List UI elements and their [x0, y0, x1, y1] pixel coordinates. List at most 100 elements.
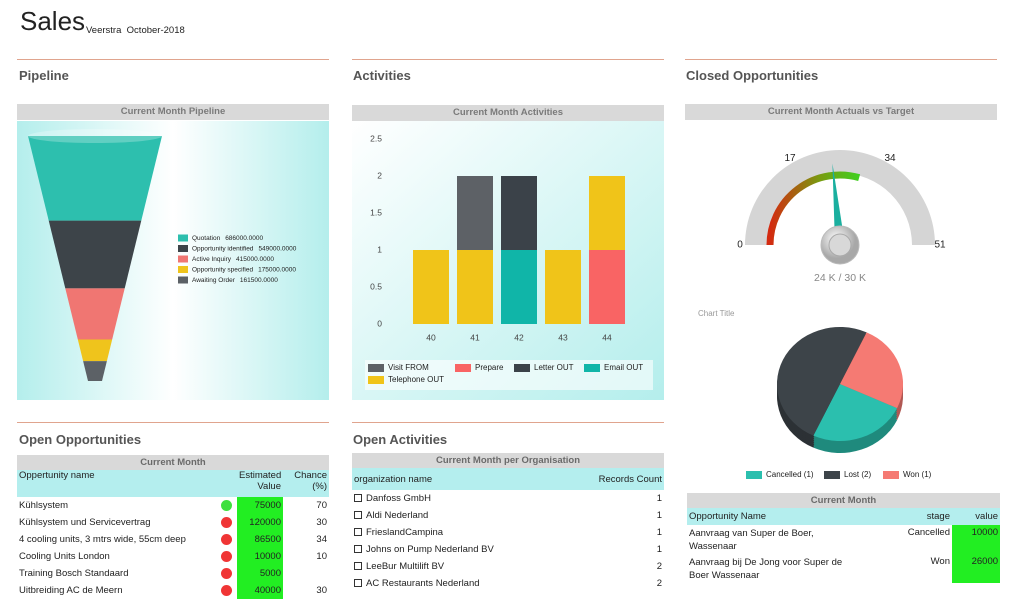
pie-slice — [777, 327, 867, 436]
y-tick-label: 2 — [377, 170, 382, 180]
column-header: Oppertunity name — [17, 470, 237, 497]
open-activities: Current Month per Organisation organizati… — [352, 453, 664, 592]
cell: 10000 — [952, 525, 1001, 554]
org-name: FrieslandCampina — [366, 527, 444, 538]
legend-bg — [365, 360, 653, 390]
status-cell — [215, 514, 237, 531]
pie-chart: Chart Title Cancelled (1) Lost (2) Won (1) — [698, 309, 932, 479]
legend-swatch — [514, 364, 530, 372]
expand-icon — [354, 511, 362, 520]
status-dot — [220, 533, 232, 545]
legend-label: Opportunity identified 549000.0000 — [192, 245, 297, 252]
cell: 34 — [316, 534, 327, 545]
bar-segment — [501, 176, 537, 250]
legend-swatch — [824, 471, 840, 479]
section-title: Open Opportunities — [19, 432, 142, 447]
legend-label: Cancelled (1) — [766, 470, 814, 479]
cell: 30 — [316, 585, 327, 596]
legend-swatch — [883, 471, 899, 479]
org-name: AC Restaurants Nederland — [366, 578, 480, 589]
table: Current Month Opportunity Name stage value A… — [687, 493, 1001, 583]
y-tick-label: 0 — [377, 318, 382, 328]
status-dot — [220, 584, 232, 596]
y-tick-label: 1 — [377, 244, 382, 254]
funnel-segment — [65, 288, 125, 340]
funnel-segment — [77, 339, 113, 362]
gauge-tick-label: 0 — [737, 240, 743, 251]
legend-swatch — [178, 234, 188, 242]
cell: Uitbreiding AC de Meern — [19, 585, 123, 596]
org-name: Danfoss GmbH — [366, 493, 431, 504]
section-title: Activities — [353, 68, 411, 83]
cell: LeeBur Multilift BV — [352, 558, 592, 575]
legend-value: 549000.0000 — [258, 245, 296, 252]
status-dot — [220, 550, 232, 562]
caption-row: Current Month per Organisation — [352, 453, 664, 468]
pie-slice — [813, 384, 898, 441]
header-row: organization name Records Count — [352, 468, 664, 490]
gauge-value-label: 24 K / 30 K — [814, 272, 866, 284]
row: Kühlsystem und Servicevertrag 120000 30 — [17, 514, 329, 531]
funnel-top — [28, 129, 162, 143]
panel-header: Current Month Pipeline — [17, 104, 329, 120]
period: October-2018 — [126, 25, 185, 36]
org-name: LeeBur Multilift BV — [366, 561, 445, 572]
legend-value: 686000.0000 — [225, 235, 263, 242]
cell: 1 — [656, 544, 662, 555]
legend-value: 415000.0000 — [236, 256, 274, 263]
cell: Aanvraag van Super de Boer, Wassenaar — [689, 528, 814, 552]
status-cell — [215, 531, 237, 548]
bar-segment — [413, 250, 449, 324]
legend-swatch — [368, 364, 384, 372]
cell: 1 — [656, 493, 662, 504]
legend-label: Lost (2) — [844, 470, 871, 479]
bar-chart: 0 0.5 1 1.5 2 2.5 40 41 42 43 44 Visit FROM Prepare L… — [352, 121, 664, 400]
cell: Cooling Units London — [19, 551, 110, 562]
legend-swatch — [178, 276, 188, 284]
funnel-chart: Quotation 686000.0000 Opportunity identifi… — [17, 121, 329, 400]
cell: 120000 — [237, 514, 283, 531]
x-tick-label: 41 — [470, 332, 480, 342]
cell: Kühlsystem — [19, 500, 69, 511]
gauge-track — [745, 150, 935, 245]
section-title: Closed Opportunities — [686, 68, 819, 83]
rule — [352, 59, 664, 60]
gauge-needle — [832, 163, 845, 246]
panel-header: Current Month Activities — [352, 105, 664, 121]
funnel-segment — [48, 220, 142, 289]
cell: 2 — [656, 561, 662, 572]
y-tick-label: 1.5 — [370, 207, 382, 217]
legend-label: Awaiting Order 161500.0000 — [192, 277, 278, 284]
column-header: Opportunity Name — [687, 508, 857, 525]
expand-icon — [354, 494, 362, 503]
header-row: Oppertunity name Estimated Value Chance (%… — [17, 470, 329, 497]
header-row: Opportunity Name stage value — [687, 508, 1001, 525]
legend-name: Quotation — [192, 235, 221, 242]
table: Current Month Oppertunity name Estimated V… — [17, 455, 329, 599]
pie-slice — [840, 332, 903, 409]
legend-label: Telephone OUT — [388, 375, 444, 384]
cell: 1 — [656, 510, 662, 521]
cell: 4 cooling units, 3 mtrs wide, 55cm deep — [19, 534, 186, 545]
status-cell — [215, 565, 237, 582]
row: Johns on Pump Nederland BV 1 — [352, 541, 664, 558]
legend-swatch — [584, 364, 600, 372]
cell: Cancelled — [907, 527, 950, 538]
status-cell — [215, 548, 237, 565]
x-tick-label: 42 — [514, 332, 524, 342]
legend-label: Opportunity specified 175000.0000 — [192, 266, 296, 273]
legend-swatch — [178, 266, 188, 273]
row: 4 cooling units, 3 mtrs wide, 55cm deep 8… — [17, 531, 329, 548]
row: Aanvraag van Super de Boer, Wassenaar Can… — [687, 525, 1001, 554]
legend-label: Email OUT — [604, 363, 643, 372]
x-tick-label: 43 — [558, 332, 568, 342]
legend-swatch — [178, 255, 188, 263]
cell: Aanvraag bij De Jong voor Super de Boer … — [689, 557, 843, 581]
row: LeeBur Multilift BV 2 — [352, 558, 664, 575]
cell — [283, 565, 329, 582]
column-header: Estimated Value — [237, 470, 283, 497]
open-opportunities: Current Month Oppertunity name Estimated V… — [17, 455, 329, 599]
x-tick-label: 40 — [426, 332, 436, 342]
caption: Current Month — [687, 493, 1001, 508]
